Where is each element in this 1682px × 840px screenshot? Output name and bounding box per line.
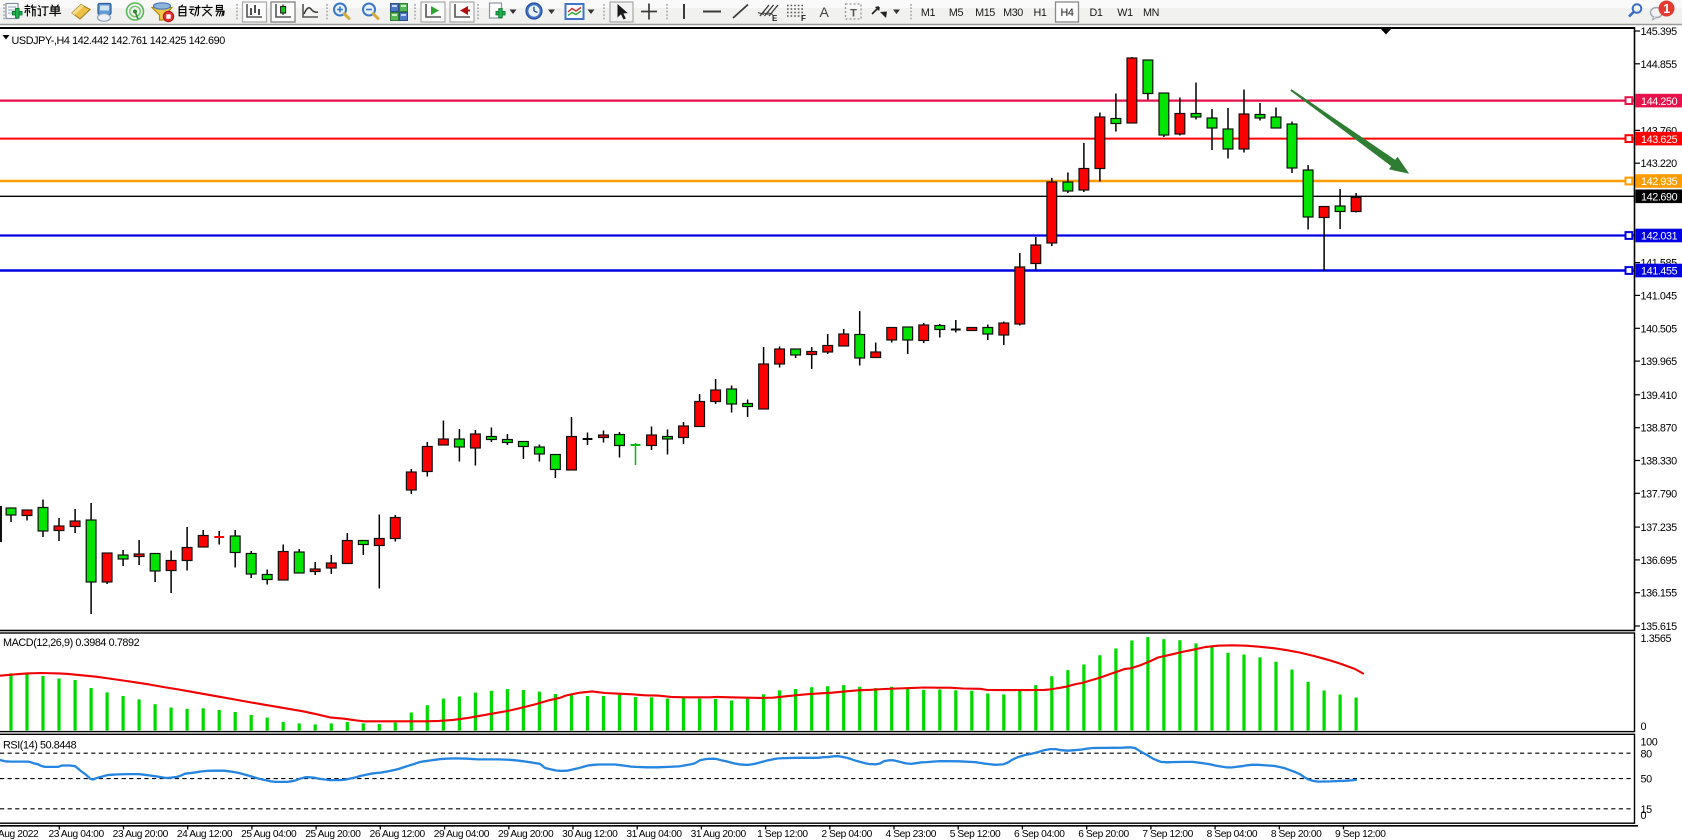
svg-text:A: A bbox=[820, 4, 830, 20]
svg-text:141.045: 141.045 bbox=[1641, 290, 1678, 302]
svg-text:M15: M15 bbox=[975, 7, 995, 19]
svg-text:M30: M30 bbox=[1003, 7, 1023, 19]
svg-text:144.250: 144.250 bbox=[1641, 96, 1678, 108]
svg-text:23 Aug 04:00: 23 Aug 04:00 bbox=[48, 829, 104, 840]
svg-text:W1: W1 bbox=[1117, 7, 1133, 19]
svg-text:137.235: 137.235 bbox=[1641, 522, 1678, 534]
svg-text:24 Aug 12:00: 24 Aug 12:00 bbox=[177, 829, 233, 840]
svg-text:7 Sep 12:00: 7 Sep 12:00 bbox=[1142, 829, 1193, 840]
svg-text:H1: H1 bbox=[1033, 7, 1046, 19]
svg-text:142.690: 142.690 bbox=[1641, 192, 1678, 204]
svg-text:1 Sep 12:00: 1 Sep 12:00 bbox=[757, 829, 808, 840]
svg-text:1.3565: 1.3565 bbox=[1641, 633, 1672, 645]
svg-text:30 Aug 12:00: 30 Aug 12:00 bbox=[562, 829, 618, 840]
svg-text:144.855: 144.855 bbox=[1641, 59, 1678, 71]
svg-text:142.031: 142.031 bbox=[1641, 231, 1678, 243]
svg-text:15: 15 bbox=[1641, 804, 1653, 816]
svg-text:E: E bbox=[772, 14, 778, 23]
svg-text:141.455: 141.455 bbox=[1641, 266, 1678, 278]
svg-text:2 Sep 04:00: 2 Sep 04:00 bbox=[821, 829, 872, 840]
svg-text:100: 100 bbox=[1641, 737, 1658, 749]
svg-text:1: 1 bbox=[1663, 2, 1670, 16]
svg-text:RSI(14) 50.8448: RSI(14) 50.8448 bbox=[3, 740, 77, 752]
svg-text:136.155: 136.155 bbox=[1641, 588, 1678, 600]
svg-text:22 Aug 2022: 22 Aug 2022 bbox=[0, 829, 39, 840]
svg-text:29 Aug 20:00: 29 Aug 20:00 bbox=[498, 829, 554, 840]
svg-text:USDJPY-,H4 142.442 142.761 14: USDJPY-,H4 142.442 142.761 142.425 142.6… bbox=[12, 35, 226, 47]
svg-text:4 Sep 23:00: 4 Sep 23:00 bbox=[886, 829, 937, 840]
svg-text:137.790: 137.790 bbox=[1641, 488, 1678, 500]
svg-text:6 Sep 04:00: 6 Sep 04:00 bbox=[1014, 829, 1065, 840]
svg-text:138.870: 138.870 bbox=[1641, 423, 1678, 435]
svg-text:MACD(12,26,9) 0.3984 0.7892: MACD(12,26,9) 0.3984 0.7892 bbox=[3, 637, 140, 649]
svg-text:135.615: 135.615 bbox=[1641, 621, 1678, 633]
svg-text:139.410: 139.410 bbox=[1641, 390, 1678, 402]
svg-text:26 Aug 12:00: 26 Aug 12:00 bbox=[370, 829, 426, 840]
svg-text:29 Aug 04:00: 29 Aug 04:00 bbox=[434, 829, 490, 840]
svg-text:25 Aug 04:00: 25 Aug 04:00 bbox=[241, 829, 297, 840]
svg-text:25 Aug 20:00: 25 Aug 20:00 bbox=[305, 829, 361, 840]
svg-text:M5: M5 bbox=[949, 7, 964, 19]
svg-text:138.330: 138.330 bbox=[1641, 456, 1678, 468]
svg-text:F: F bbox=[801, 14, 806, 23]
svg-text:31 Aug 20:00: 31 Aug 20:00 bbox=[691, 829, 747, 840]
svg-text:50: 50 bbox=[1641, 774, 1653, 786]
svg-text:6 Sep 20:00: 6 Sep 20:00 bbox=[1078, 829, 1129, 840]
svg-text:D1: D1 bbox=[1089, 7, 1102, 19]
svg-text:23 Aug 20:00: 23 Aug 20:00 bbox=[113, 829, 169, 840]
svg-text:0: 0 bbox=[1641, 721, 1647, 733]
svg-text:142.935: 142.935 bbox=[1641, 176, 1678, 188]
svg-text:31 Aug 04:00: 31 Aug 04:00 bbox=[626, 829, 682, 840]
svg-text:140.505: 140.505 bbox=[1641, 323, 1678, 335]
svg-text:T: T bbox=[850, 8, 857, 20]
svg-text:H4: H4 bbox=[1060, 7, 1073, 19]
svg-text:0: 0 bbox=[1641, 810, 1647, 822]
svg-text:145.395: 145.395 bbox=[1641, 26, 1678, 38]
svg-text:MN: MN bbox=[1143, 7, 1159, 19]
svg-text:80: 80 bbox=[1641, 749, 1653, 761]
svg-text:9 Sep 12:00: 9 Sep 12:00 bbox=[1335, 829, 1386, 840]
svg-text:139.965: 139.965 bbox=[1641, 356, 1678, 368]
svg-text:8 Sep 04:00: 8 Sep 04:00 bbox=[1207, 829, 1258, 840]
svg-text:143.220: 143.220 bbox=[1641, 158, 1678, 170]
svg-text:143.625: 143.625 bbox=[1641, 134, 1678, 146]
svg-text:136.695: 136.695 bbox=[1641, 555, 1678, 567]
svg-text:8 Sep 20:00: 8 Sep 20:00 bbox=[1271, 829, 1322, 840]
svg-text:5 Sep 12:00: 5 Sep 12:00 bbox=[950, 829, 1001, 840]
svg-text:M1: M1 bbox=[921, 7, 936, 19]
